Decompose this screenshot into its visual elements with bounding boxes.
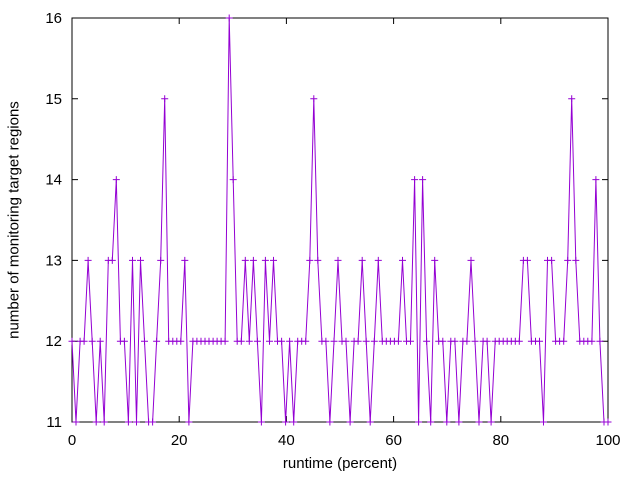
y-tick-label: 12: [45, 333, 62, 350]
data-markers: [68, 14, 612, 426]
y-axis-title: number of monitoring target regions: [5, 101, 23, 339]
plot-border: [71, 17, 609, 423]
y-tick-label: 13: [45, 252, 62, 269]
y-tick-label: 15: [45, 91, 62, 108]
x-tick-label: 40: [278, 432, 295, 449]
y-tick-label: 11: [46, 414, 62, 431]
data-line: [71, 17, 608, 423]
y-tick-label: 16: [45, 10, 62, 27]
x-tick-label: 60: [385, 432, 402, 449]
x-tick-label: 0: [68, 432, 76, 449]
x-axis-title: runtime (percent): [282, 455, 398, 472]
x-tick-label: 100: [595, 432, 620, 449]
x-tick-label: 80: [492, 432, 509, 449]
y-tick-label: 14: [45, 172, 62, 189]
x-tick-label: 20: [171, 432, 188, 449]
